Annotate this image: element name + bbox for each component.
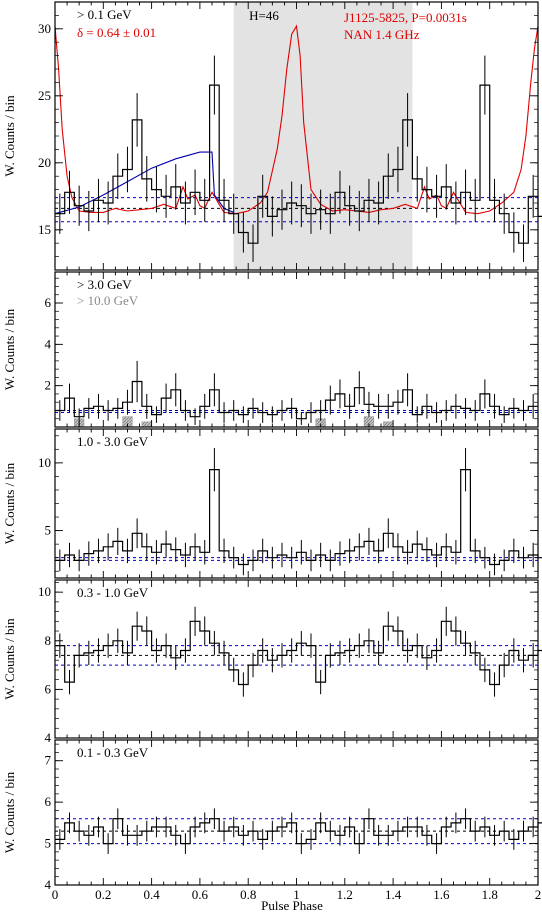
panel-4: 4 6 8 10 W. Counts / bin 0.3 - 1.0 GeV	[2, 579, 542, 745]
energy-range-label: > 3.0 GeV	[77, 277, 132, 292]
y-axis-label: W. Counts / bin	[2, 771, 17, 853]
y-tick-label: 10	[38, 455, 51, 470]
energy-range-label: 0.3 - 1.0 GeV	[77, 585, 149, 600]
histogram-step	[55, 620, 542, 686]
x-tick-label: 0.2	[95, 887, 111, 902]
x-tick-label: 1.8	[482, 887, 498, 902]
x-tick-label: 2	[535, 887, 542, 902]
x-tick-label: 1.4	[385, 887, 402, 902]
x-tick-label: 1.6	[433, 887, 450, 902]
y-axis-label: W. Counts / bin	[2, 462, 17, 544]
y-tick-label: 4	[45, 336, 52, 351]
y-tick-label: 20	[38, 155, 51, 170]
y-tick-label: 7	[45, 753, 52, 768]
y-tick-label: 5	[45, 523, 52, 538]
panel-3: 5 10 W. Counts / bin 1.0 - 3.0 GeV	[2, 428, 542, 579]
histogram-step	[55, 380, 538, 420]
delta-label: δ = 0.64 ± 0.01	[77, 25, 156, 40]
x-tick-label: 0.4	[143, 887, 160, 902]
x-tick-label: 1	[293, 887, 300, 902]
energy-range-label: 0.1 - 0.3 GeV	[77, 745, 149, 760]
x-axis-label: Pulse Phase	[261, 898, 323, 913]
x-tick-label: 1.2	[337, 887, 353, 902]
radio-profile-line	[54, 24, 539, 215]
offpulse-band	[233, 2, 413, 270]
histogram-step	[55, 469, 542, 566]
energy-range-label: 1.0 - 3.0 GeV	[77, 434, 149, 449]
y-tick-label: 30	[38, 21, 51, 36]
y-tick-label: 15	[38, 222, 51, 237]
panel-1: 15 20 25 30 W. Counts / bin > 0.1 GeV δ = 0.64…	[2, 1, 542, 271]
y-tick-label: 6	[45, 681, 52, 696]
y-axis-label: W. Counts / bin	[2, 95, 17, 177]
panel-5: 4 5 6 7 W. Counts / bin 0.1 - 0.3 GeV	[2, 739, 542, 892]
x-tick-label: 0.6	[192, 887, 209, 902]
panel-2: 2 4 6 W. Counts / bin > 3.0 GeV> 10.0 GeV	[2, 271, 539, 428]
y-tick-label: 6	[45, 295, 52, 310]
y-axis-label: W. Counts / bin	[2, 618, 17, 700]
y-tick-label: 4	[45, 877, 52, 892]
hatched-bin	[383, 421, 394, 428]
energy-range-secondary-label: > 10.0 GeV	[77, 293, 139, 308]
y-tick-label: 5	[45, 836, 52, 851]
energy-range-label: > 0.1 GeV	[77, 7, 132, 22]
x-tick-label: 0.8	[240, 887, 256, 902]
hatched-bin	[141, 421, 152, 428]
y-tick-label: 6	[45, 794, 52, 809]
radio-band-label: NAN 1.4 GHz	[344, 27, 420, 42]
y-tick-label: 10	[38, 584, 51, 599]
x-tick-label: 0	[52, 887, 59, 902]
y-tick-label: 2	[45, 378, 52, 393]
y-tick-label: 8	[45, 633, 52, 648]
y-tick-label: 25	[38, 88, 51, 103]
model-curve-line	[54, 151, 234, 215]
y-axis-label: W. Counts / bin	[2, 308, 17, 390]
pulsar-label: J1125-5825, P=0.0031s	[344, 10, 467, 25]
y-tick-label: 4	[45, 730, 52, 745]
h-test-label: H=46	[249, 8, 279, 23]
